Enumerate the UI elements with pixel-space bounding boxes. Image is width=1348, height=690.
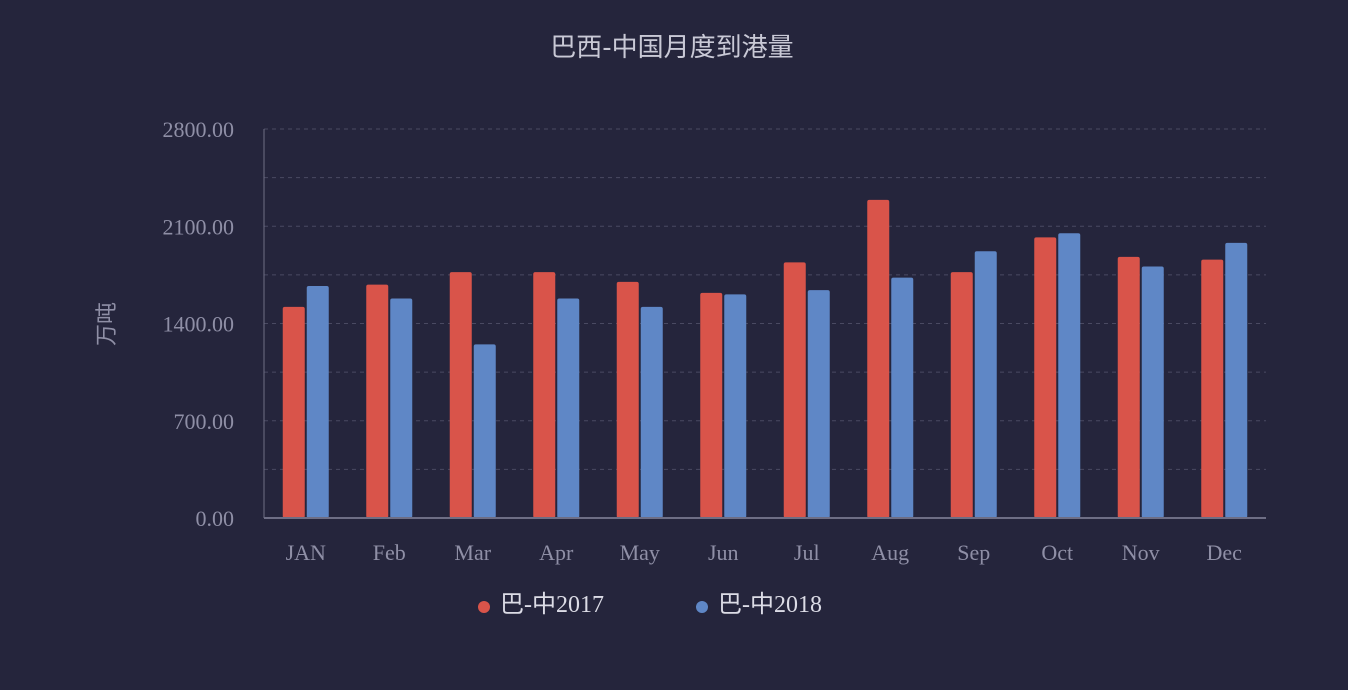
x-tick-label: Mar xyxy=(454,540,491,565)
x-tick-label: Oct xyxy=(1041,540,1073,565)
bar-series1-oct xyxy=(1034,237,1057,518)
legend: 巴-中2017 巴-中2018 xyxy=(478,591,822,618)
y-tick-label: 0.00 xyxy=(196,506,235,531)
legend-label: 巴-中2017 xyxy=(500,591,604,618)
x-tick-label: May xyxy=(620,540,660,565)
bar-series2-apr xyxy=(557,298,580,518)
bar-series2-sep xyxy=(974,251,997,518)
bar-series1-apr xyxy=(533,272,556,518)
bar-series1-mar xyxy=(449,272,472,518)
bar-series2-aug xyxy=(891,277,914,518)
legend-item-2: 巴-中2018 xyxy=(696,591,822,618)
bar-series1-aug xyxy=(867,199,890,518)
bar-series2-jun xyxy=(724,294,747,518)
x-tick-label: Jul xyxy=(794,540,820,565)
bar-series2-mar xyxy=(473,344,496,518)
axes xyxy=(263,129,1266,519)
bar-series1-jun xyxy=(700,292,723,518)
bar-series2-jan xyxy=(306,285,329,518)
tick-labels: 0.00 700.00 1400.00 2100.00 2800.00 JAN Feb Mar… xyxy=(163,117,1243,565)
y-axis-label: 万吨 xyxy=(95,302,120,346)
x-tick-label: Apr xyxy=(539,540,574,565)
x-tick-label: Aug xyxy=(871,540,909,565)
legend-item-1: 巴-中2017 xyxy=(478,591,604,618)
bar-series1-feb xyxy=(366,284,389,518)
bar-series1-dec xyxy=(1201,259,1224,518)
bar-series2-dec xyxy=(1225,242,1248,518)
legend-marker xyxy=(478,601,490,613)
bar-series1-sep xyxy=(950,272,973,518)
bar-series2-oct xyxy=(1058,233,1081,519)
bar-series2-jul xyxy=(807,290,830,518)
grid-lines xyxy=(264,128,1266,470)
x-tick-label: Dec xyxy=(1207,540,1243,565)
x-tick-label: Feb xyxy=(373,540,406,565)
bar-series2-may xyxy=(640,306,663,518)
legend-label: 巴-中2018 xyxy=(718,591,822,618)
x-tick-label: Jun xyxy=(708,540,739,565)
bar-series1-nov xyxy=(1117,256,1140,518)
x-tick-label: JAN xyxy=(286,540,326,565)
y-tick-label: 2100.00 xyxy=(163,214,235,239)
chart-title: 巴西-中国月度到港量 xyxy=(550,33,793,63)
bar-series1-may xyxy=(616,281,639,518)
bar-series1-jan xyxy=(282,306,305,518)
x-tick-label: Nov xyxy=(1122,540,1160,565)
bars xyxy=(282,199,1248,519)
legend-marker xyxy=(696,601,708,613)
bar-series1-jul xyxy=(783,262,806,518)
bar-series2-feb xyxy=(390,298,413,518)
x-tick-label: Sep xyxy=(957,540,990,565)
y-tick-label: 1400.00 xyxy=(163,312,235,337)
bar-series2-nov xyxy=(1141,266,1164,518)
y-tick-label: 2800.00 xyxy=(163,117,235,142)
y-tick-label: 700.00 xyxy=(174,409,235,434)
